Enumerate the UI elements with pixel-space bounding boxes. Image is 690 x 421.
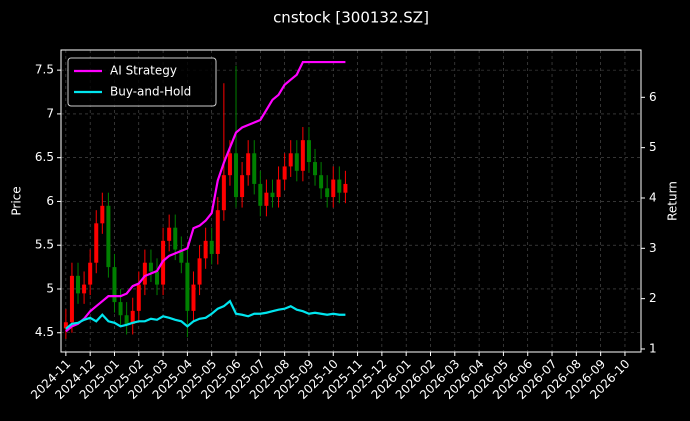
candle-body — [136, 284, 141, 311]
candle-body — [88, 262, 93, 285]
candle-body — [343, 183, 348, 193]
y2-tick-label: 3 — [649, 241, 657, 255]
candle-body — [106, 205, 111, 268]
candle-body — [155, 271, 160, 285]
candle-body — [331, 179, 336, 198]
candle-body — [179, 249, 184, 263]
candle-body — [319, 175, 324, 189]
y2-tick-label: 1 — [649, 341, 657, 355]
y2-axis-label: Return — [666, 181, 680, 221]
candle-body — [300, 140, 305, 171]
candle-body — [94, 223, 99, 263]
legend-box — [67, 57, 217, 107]
y-axis-label: Price — [10, 186, 24, 215]
candle-body — [221, 175, 226, 211]
candle-body — [142, 262, 147, 285]
y2-tick-label: 2 — [649, 291, 657, 305]
y-tick-label: 6 — [46, 194, 54, 208]
y2-tick-label: 5 — [649, 140, 657, 154]
y-tick-label: 7.5 — [35, 63, 54, 77]
candle-body — [246, 153, 251, 176]
candle-body — [270, 192, 275, 198]
y2-tick-label: 4 — [649, 190, 657, 204]
candle-body — [282, 166, 287, 180]
candle-body — [82, 284, 87, 294]
legend-label: Buy-and-Hold — [110, 85, 191, 99]
candle-body — [112, 267, 117, 303]
y-tick-label: 6.5 — [35, 150, 54, 164]
candle-body — [294, 153, 299, 171]
candle-body — [234, 153, 239, 198]
y-tick-label: 4.5 — [35, 325, 54, 339]
y2-tick-label: 6 — [649, 90, 657, 104]
candle-body — [209, 240, 214, 254]
candle-body — [173, 227, 178, 250]
candle-body — [185, 262, 190, 311]
legend-label: AI Strategy — [110, 64, 177, 78]
candle-body — [227, 153, 232, 176]
candle-body — [191, 284, 196, 311]
candle-body — [240, 175, 245, 198]
candle-body — [130, 310, 135, 324]
candle-body — [63, 322, 68, 329]
candle-body — [203, 240, 208, 259]
y-tick-label: 7 — [46, 106, 54, 120]
candle-body — [118, 302, 123, 316]
candle-body — [276, 179, 281, 198]
candle-body — [148, 262, 153, 272]
return-line — [65, 299, 346, 330]
candle-body — [264, 192, 269, 206]
candle-body — [100, 205, 105, 224]
candle-body — [258, 183, 263, 206]
candle-body — [325, 188, 330, 198]
candle-body — [124, 315, 129, 324]
candle-body — [215, 210, 220, 254]
chart-title: cnstock [300132.SZ] — [273, 9, 429, 27]
return-line — [65, 60, 346, 333]
candle-body — [167, 227, 172, 241]
candle-body — [306, 140, 311, 163]
candle-body — [69, 275, 74, 323]
candle-body — [252, 153, 257, 184]
candle-body — [197, 258, 202, 285]
candle-body — [337, 179, 342, 193]
candle-body — [76, 275, 81, 294]
y-tick-label: 5 — [46, 281, 54, 295]
plot-frame — [60, 49, 642, 353]
candle-body — [313, 162, 318, 176]
y-tick-label: 5.5 — [35, 238, 54, 252]
candle-body — [288, 153, 293, 167]
